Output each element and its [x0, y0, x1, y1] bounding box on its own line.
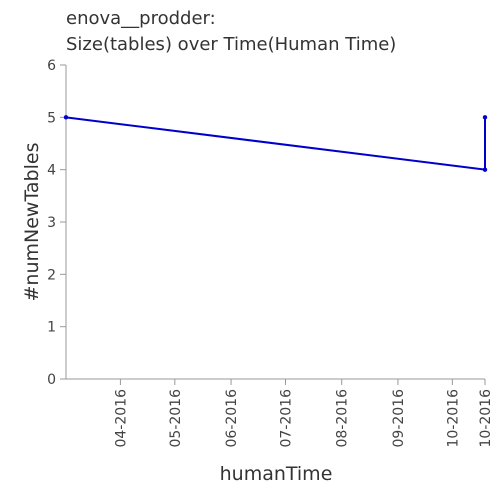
- chart-title-line-2: Size(tables) over Time(Human Time): [66, 34, 396, 55]
- data-point: [483, 115, 487, 119]
- data-point: [483, 167, 487, 171]
- y-tick-label: 0: [47, 372, 56, 388]
- x-axis-ticks: 04-2016 05-2016 06-2016 07-2016 08-2016 09-20…: [113, 379, 494, 448]
- x-tick-label: 06-2016: [224, 389, 240, 448]
- x-tick-label: 09-2016: [391, 389, 407, 448]
- y-tick-label: 3: [47, 215, 56, 231]
- y-tick-label: 2: [47, 267, 56, 283]
- x-tick-label: 04-2016: [113, 389, 129, 448]
- y-tick-label: 6: [47, 58, 56, 74]
- series-layer: [64, 115, 487, 172]
- x-tick-label: 08-2016: [335, 389, 351, 448]
- y-tick-label: 4: [47, 163, 56, 179]
- series-line: [66, 117, 485, 169]
- x-tick-label: 05-2016: [168, 389, 184, 448]
- y-axis-label: #numNewTables: [21, 143, 43, 302]
- y-tick-label: 5: [47, 110, 56, 126]
- y-axis-ticks: 0 1 2 3 4 5 6: [47, 58, 66, 388]
- y-tick-label: 1: [47, 320, 56, 336]
- data-point: [64, 115, 68, 119]
- x-tick-label: 07-2016: [278, 389, 294, 448]
- x-tick-label: 10-2016: [445, 389, 461, 448]
- chart-title-line-1: enova__prodder:: [66, 8, 216, 29]
- x-axis-label: humanTime: [220, 463, 333, 485]
- x-tick-label: 10-2016: [478, 389, 494, 448]
